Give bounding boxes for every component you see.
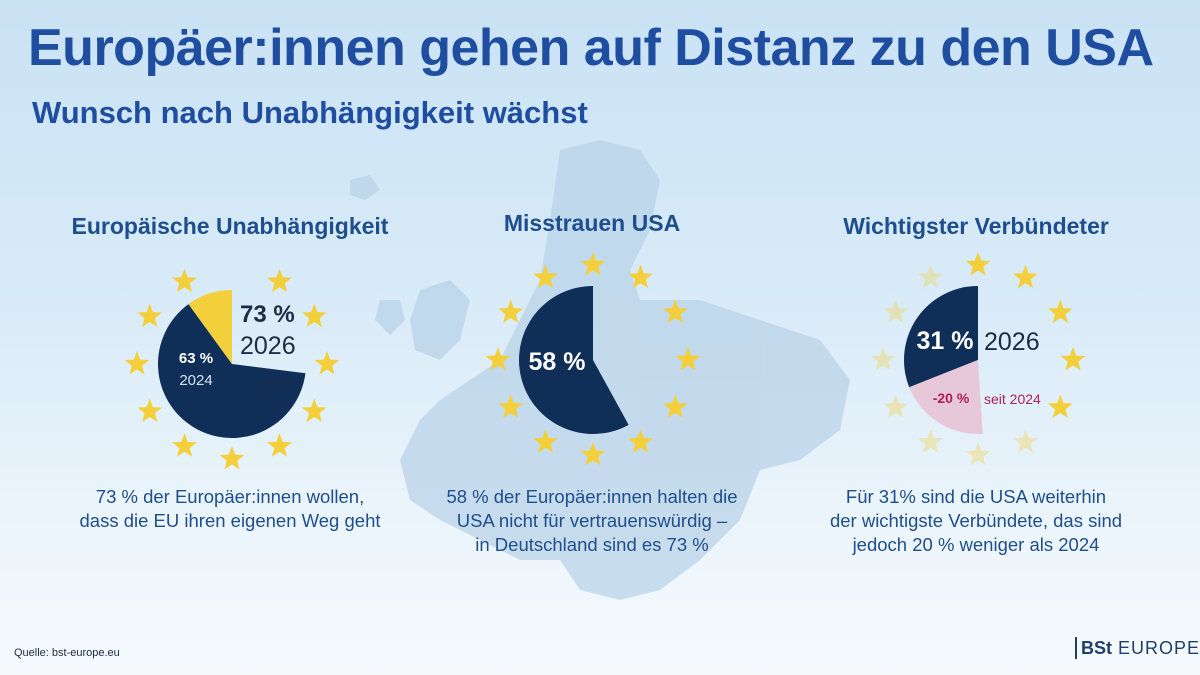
- star-icon: [485, 347, 511, 371]
- star-icon: [498, 394, 524, 418]
- pie-slice-distrust: [519, 286, 629, 434]
- star-icon: [219, 446, 245, 470]
- chart1-total-label: 2026: [240, 332, 296, 360]
- text-line: USA nicht für vertrauenswürdig –: [456, 510, 728, 531]
- panel-title-independence: Europäische Unabhängigkeit: [71, 213, 389, 239]
- chart3-label-2026: 2026: [984, 328, 1040, 356]
- star-icon: [965, 252, 991, 276]
- star-icon: [267, 268, 292, 293]
- chart3-decline-label: seit 2024: [984, 391, 1041, 407]
- star-icon: [662, 394, 688, 418]
- star-icon: [124, 351, 150, 375]
- chart3-value: 31 %: [917, 327, 974, 355]
- star-icon: [870, 347, 896, 371]
- text-line: der wichtigste Verbündete, das sind: [829, 510, 1123, 531]
- chart1-label-increase: +10 %: [260, 375, 295, 389]
- panel-text-ally: Für 31% sind die USA weiterhin der wicht…: [830, 485, 1122, 557]
- logo-light: EUROPE: [1118, 638, 1200, 658]
- star-icon: [918, 264, 943, 289]
- panel-title-ally: Wichtigster Verbündeter: [843, 213, 1109, 239]
- logo-bold: BSt: [1081, 638, 1112, 658]
- star-icon: [301, 398, 327, 422]
- star-icon: [137, 303, 163, 327]
- star-icon: [1047, 394, 1073, 418]
- star-icon: [137, 398, 163, 422]
- star-icon: [580, 442, 606, 466]
- text-line: 58 % der Europäer:innen halten die: [446, 486, 738, 507]
- star-icon: [498, 299, 524, 323]
- text-line: dass die EU ihren eigenen Weg geht: [79, 510, 381, 531]
- text-line: in Deutschland sind es 73 %: [475, 534, 709, 555]
- star-icon: [628, 264, 653, 289]
- star-icon: [580, 252, 606, 276]
- pie-slice-2024: [158, 304, 306, 438]
- brand-logo: BSt EUROPE: [1075, 637, 1200, 659]
- chart2-value: 58 %: [529, 348, 586, 376]
- source-note: Quelle: bst-europe.eu: [14, 647, 120, 659]
- text-line: 73 % der Europäer:innen wollen,: [95, 486, 365, 507]
- star-icon: [883, 299, 909, 323]
- chart3-decline-value: -20 %: [933, 390, 970, 406]
- panel-text-distrust: 58 % der Europäer:innen halten die USA n…: [446, 485, 737, 557]
- pie-slice-2026: [904, 286, 978, 388]
- text-line: jedoch 20 % weniger als 2024: [852, 534, 1100, 555]
- star-icon: [918, 429, 943, 453]
- star-icon: [533, 264, 558, 289]
- chart1-label-2024: 2024: [179, 372, 212, 389]
- star-icon: [1013, 429, 1038, 453]
- star-icon: [267, 433, 292, 457]
- page-title: Europäer:innen gehen auf Distanz zu den …: [28, 19, 1154, 77]
- star-icon: [533, 429, 558, 453]
- star-icon: [883, 394, 909, 418]
- panel-title-distrust: Misstrauen USA: [503, 210, 681, 236]
- star-icon: [628, 429, 653, 453]
- star-icon: [1047, 299, 1073, 323]
- panel-text-independence: 73 % der Europäer:innen wollen, dass die…: [80, 485, 381, 533]
- star-icon: [1013, 264, 1038, 289]
- star-icon: [314, 351, 340, 375]
- star-icon: [675, 347, 701, 371]
- star-icon: [172, 433, 197, 457]
- pie-slice-decline: [909, 360, 983, 434]
- text-line: Für 31% sind die USA weiterhin: [845, 486, 1107, 507]
- star-icon: [172, 268, 197, 293]
- pie-slice-increase: [188, 290, 232, 364]
- star-icon: [965, 442, 991, 466]
- eu-stars-ring-1: [124, 268, 340, 470]
- eu-stars-ring-2: [485, 252, 701, 466]
- star-icon: [301, 303, 327, 327]
- page-subtitle: Wunsch nach Unabhängigkeit wächst: [32, 95, 588, 130]
- chart1-value-2024: 63 %: [179, 350, 213, 367]
- star-icon: [1060, 347, 1086, 371]
- star-icon: [662, 299, 688, 323]
- chart1-total-value: 73 %: [240, 301, 295, 328]
- eu-stars-ring-3: [870, 252, 1086, 466]
